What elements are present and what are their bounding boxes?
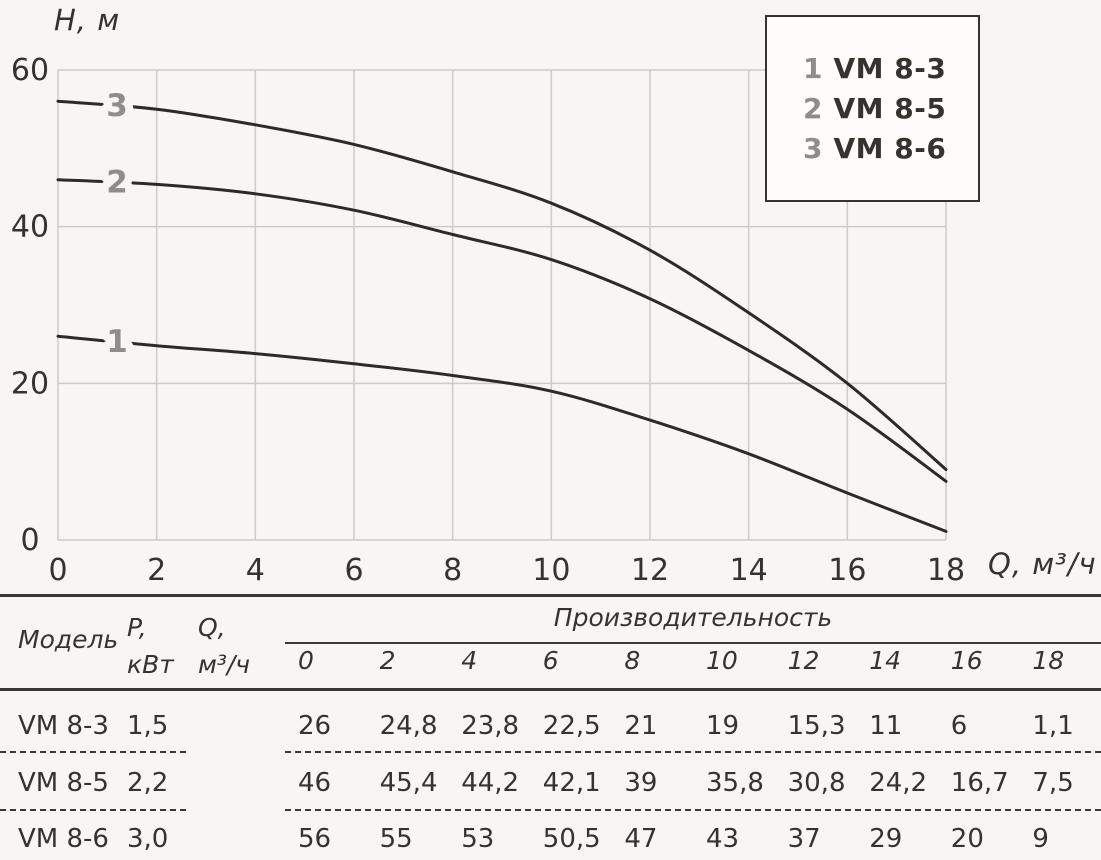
column-header-power-line1: P, xyxy=(127,613,147,642)
head-value-cell: 23,8 xyxy=(461,711,520,741)
header-bottom-rule xyxy=(0,688,1101,691)
head-value-cell: 9 xyxy=(1032,824,1049,854)
head-value-cell: 11 xyxy=(869,711,903,741)
x-tick-label: 16 xyxy=(828,553,866,588)
power-cell: 3,0 xyxy=(127,824,169,854)
row-separator-dashed xyxy=(0,809,186,811)
head-value-cell: 30,8 xyxy=(787,768,846,798)
legend-curve-number: 3 xyxy=(803,132,823,165)
head-value-cell: 37 xyxy=(787,824,821,854)
head-value-cell: 1,1 xyxy=(1032,711,1074,741)
curve-number-label: 1 xyxy=(106,324,128,360)
model-cell: VM 8-6 xyxy=(18,824,109,854)
column-header-power-line2: кВт xyxy=(127,650,174,679)
head-value-cell: 53 xyxy=(461,824,495,854)
head-value-cell: 24,8 xyxy=(379,711,438,741)
column-header-flow-line1: Q, xyxy=(198,613,226,642)
y-tick-label: 0 xyxy=(20,523,39,558)
pump-curve-vm8-3 xyxy=(56,334,948,533)
flow-subheader: 8 xyxy=(624,646,641,675)
x-tick-label: 0 xyxy=(48,553,67,588)
y-tick-label: 60 xyxy=(11,53,49,88)
legend: 1 VM 8-3 2 VM 8-5 3 VM 8-6 xyxy=(765,15,980,202)
power-cell: 2,2 xyxy=(127,768,169,798)
y-axis-title: H, м xyxy=(54,3,121,37)
head-value-cell: 56 xyxy=(298,824,332,854)
head-value-cell: 26 xyxy=(298,711,332,741)
head-value-cell: 29 xyxy=(869,824,903,854)
head-value-cell: 19 xyxy=(706,711,740,741)
model-cell: VM 8-3 xyxy=(18,711,109,741)
flow-subheader: 4 xyxy=(461,646,478,675)
legend-model-label: VM 8-5 xyxy=(833,92,947,125)
head-value-cell: 44,2 xyxy=(461,768,520,798)
pump-curve-vm8-6 xyxy=(56,99,948,471)
head-value-cell: 50,5 xyxy=(542,824,601,854)
head-value-cell: 21 xyxy=(624,711,658,741)
x-tick-label: 8 xyxy=(443,553,462,588)
head-value-cell: 46 xyxy=(298,768,332,798)
table-top-rule xyxy=(0,594,1101,597)
flow-subheader: 14 xyxy=(869,646,901,675)
legend-item: 3 VM 8-6 xyxy=(803,134,978,163)
head-value-cell: 22,5 xyxy=(542,711,601,741)
head-value-cell: 47 xyxy=(624,824,658,854)
chart-section: 0 2 4 6 8 10 12 14 16 18 0 20 40 60 1 2 3 H, м Q, м³/ч 1… xyxy=(11,3,1097,588)
performance-table: Модель P, кВт Q, м³/ч Производительность… xyxy=(0,594,1101,860)
flow-subheader: 18 xyxy=(1032,646,1065,675)
column-header-flow-line2: м³/ч xyxy=(198,650,251,679)
flow-subheader: 2 xyxy=(379,646,396,675)
column-header-power: P, кВт xyxy=(127,609,174,683)
power-cell: 1,5 xyxy=(127,711,169,741)
group-header-rule xyxy=(285,642,1101,644)
head-value-cell: 20 xyxy=(950,824,984,854)
head-value-cell: 39 xyxy=(624,768,658,798)
legend-curve-number: 2 xyxy=(803,92,823,125)
group-header-productivity: Производительность xyxy=(553,603,833,632)
flow-subheader: 6 xyxy=(542,646,559,675)
head-value-cell: 35,8 xyxy=(706,768,764,798)
x-tick-label: 18 xyxy=(927,553,965,588)
flow-subheader: 10 xyxy=(706,646,738,675)
flow-subheader: 12 xyxy=(787,646,820,675)
head-value-cell: 24,2 xyxy=(869,768,928,798)
head-value-cell: 15,3 xyxy=(787,711,846,741)
head-value-cell: 45,4 xyxy=(379,768,438,798)
column-header-flow: Q, м³/ч xyxy=(198,609,250,683)
curve-number-label: 3 xyxy=(106,88,128,124)
head-value-cell: 16,7 xyxy=(950,768,1009,798)
legend-model-label: VM 8-3 xyxy=(833,52,947,85)
x-tick-label: 14 xyxy=(730,553,768,588)
row-separator-dashed xyxy=(285,809,1101,811)
x-tick-label: 12 xyxy=(631,553,669,588)
legend-item: 1 VM 8-3 xyxy=(803,54,978,83)
x-tick-label: 10 xyxy=(532,553,570,588)
row-separator-dashed xyxy=(0,751,186,753)
y-tick-label: 40 xyxy=(11,210,49,245)
head-value-cell: 6 xyxy=(950,711,968,741)
flow-subheader: 0 xyxy=(298,646,314,675)
legend-model-label: VM 8-6 xyxy=(833,132,947,165)
x-axis-title: Q, м³/ч xyxy=(988,547,1097,581)
row-separator-dashed xyxy=(285,751,1101,753)
x-tick-label: 2 xyxy=(147,553,166,588)
x-tick-label: 4 xyxy=(246,553,265,588)
pump-curve-vm8-5 xyxy=(56,178,948,483)
flow-subheader: 16 xyxy=(950,646,983,675)
y-tick-label: 20 xyxy=(11,366,49,401)
head-value-cell: 42,1 xyxy=(542,768,601,798)
head-value-cell: 43 xyxy=(706,824,740,854)
head-value-cell: 7,5 xyxy=(1032,768,1074,798)
curve-number-label: 2 xyxy=(106,164,128,200)
legend-item: 2 VM 8-5 xyxy=(803,94,978,123)
model-cell: VM 8-5 xyxy=(18,768,109,798)
column-header-model: Модель xyxy=(18,625,119,654)
x-tick-label: 6 xyxy=(344,553,363,588)
legend-curve-number: 1 xyxy=(803,52,823,85)
head-value-cell: 55 xyxy=(379,824,413,854)
